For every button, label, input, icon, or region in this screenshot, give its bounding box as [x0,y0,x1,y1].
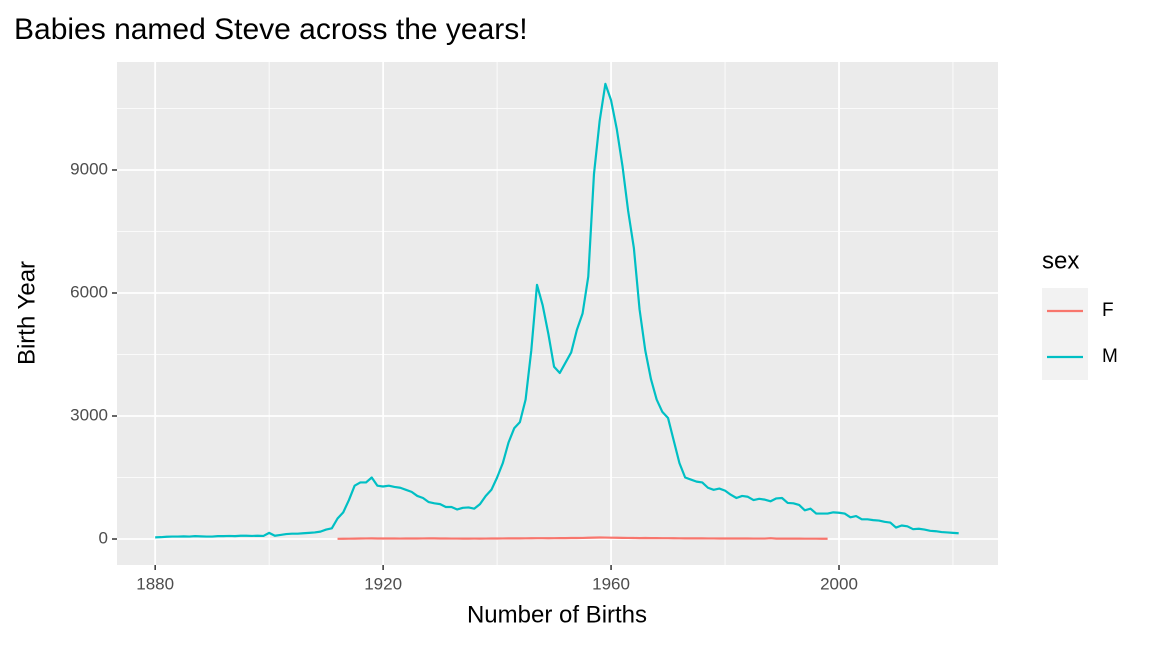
y-tick-label: 6000 [70,282,108,301]
y-axis-label: Birth Year [13,261,40,365]
x-tick-label: 1920 [364,574,402,593]
chart-title: Babies named Steve across the years! [14,13,528,46]
x-tick-label: 1960 [592,574,630,593]
line-series [155,82,959,539]
y-tick-label: 3000 [70,405,108,424]
x-axis-label: Number of Births [467,601,647,628]
x-tick-label: 1880 [136,574,174,593]
line-series [337,536,828,540]
y-tick-label: 0 [99,528,108,547]
legend-title: sex [1042,247,1079,274]
plot-panel [117,62,998,565]
y-tick-label: 9000 [70,159,108,178]
legend-label: M [1102,346,1118,367]
x-tick-label: 2000 [820,574,858,593]
legend-label: F [1102,300,1114,321]
